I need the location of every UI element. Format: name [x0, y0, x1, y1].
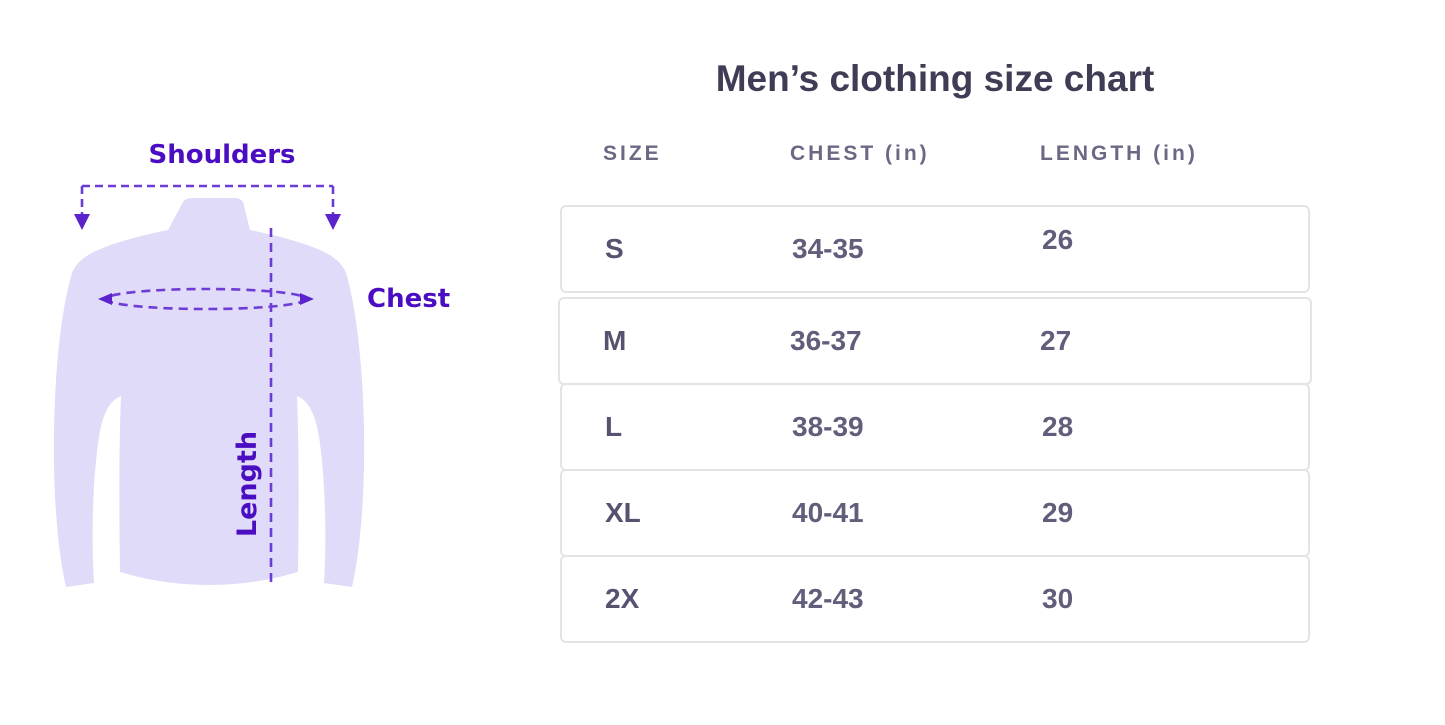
column-header-size: SIZE	[603, 142, 662, 165]
cell-length: 29	[1042, 497, 1074, 528]
table-row: XL 40-41 29	[560, 469, 1310, 557]
shoulders-arrow-left-icon	[74, 214, 90, 230]
cell-size: S	[605, 233, 624, 264]
cell-length: 30	[1042, 583, 1074, 614]
table-row: L 38-39 28	[560, 383, 1310, 471]
page-title: Men’s clothing size chart	[715, 58, 1155, 99]
cell-length: 26	[1042, 224, 1074, 255]
cell-chest: 38-39	[792, 411, 864, 442]
cell-size: XL	[605, 497, 641, 528]
cell-size: 2X	[605, 583, 640, 614]
size-table: S 34-35 26 M 36-37 27 L 38-39 28 XL 40-4…	[558, 205, 1312, 643]
cell-chest: 40-41	[792, 497, 864, 528]
shirt-silhouette	[53, 198, 365, 587]
cell-size: L	[605, 411, 623, 442]
table-row: S 34-35 26	[560, 205, 1310, 293]
cell-chest: 42-43	[792, 583, 864, 614]
shirt-measurement-diagram: Shoulders Chest Length	[0, 0, 520, 725]
chest-arrow-left-icon	[98, 293, 112, 305]
chest-label: Chest	[367, 284, 451, 314]
cell-size: M	[603, 325, 627, 356]
chest-arrow-right-icon	[300, 293, 314, 305]
column-header-chest: CHEST (in)	[790, 142, 930, 165]
table-header-row: SIZE CHEST (in) LENGTH (in)	[560, 138, 1310, 170]
cell-chest: 36-37	[790, 325, 862, 356]
shoulders-arrow-right-icon	[325, 214, 341, 230]
cell-chest: 34-35	[792, 233, 864, 264]
length-label: Length	[231, 430, 263, 538]
table-row: 2X 42-43 30	[560, 555, 1310, 643]
shoulders-measure-line	[80, 184, 335, 215]
column-header-length: LENGTH (in)	[1040, 142, 1198, 165]
shoulders-label: Shoulders	[148, 140, 296, 170]
table-row: M 36-37 27	[558, 297, 1312, 385]
cell-length: 27	[1040, 325, 1072, 356]
shirt-graphic	[53, 184, 365, 587]
cell-length: 28	[1042, 411, 1074, 442]
